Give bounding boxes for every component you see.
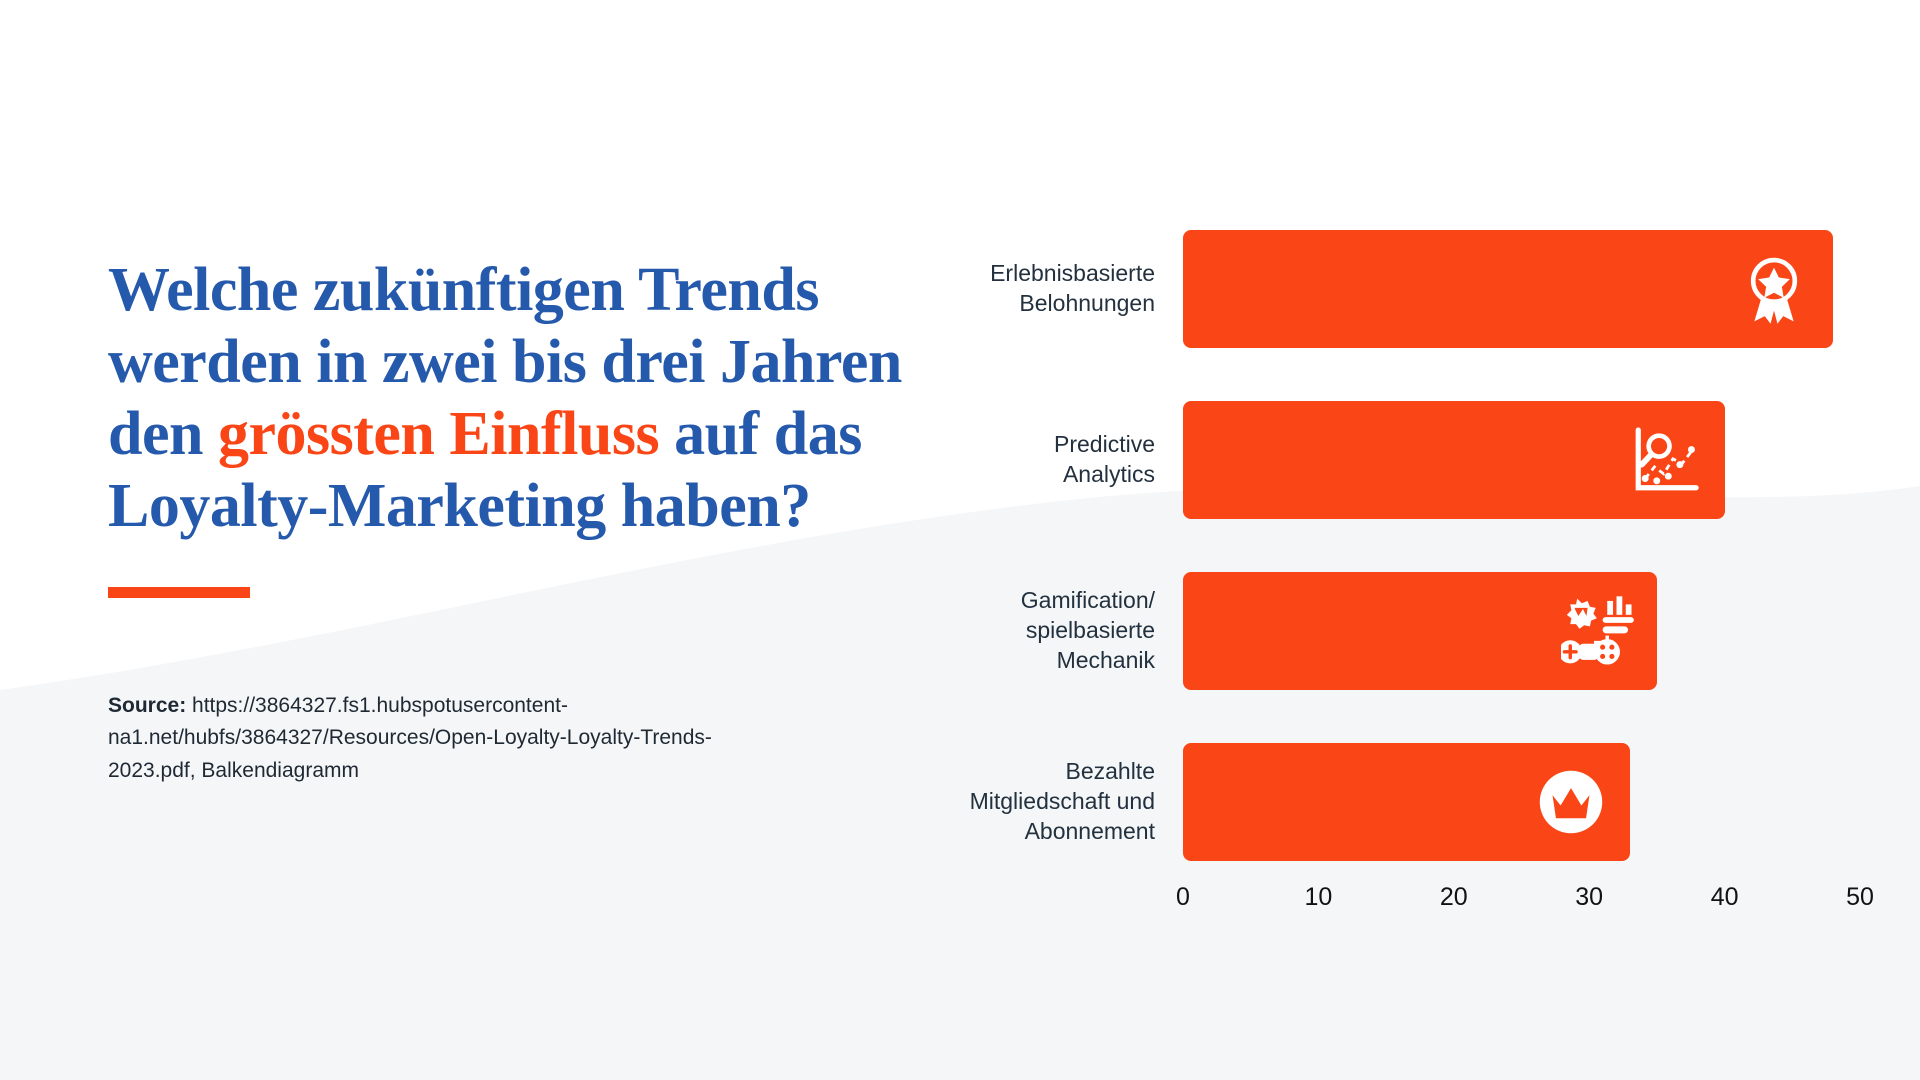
chart-row: Gamification/ spielbasierte Mechanik: [940, 572, 1860, 690]
accent-divider: [108, 586, 250, 598]
bar-chart: Erlebnisbasierte Belohnungen: [940, 230, 1874, 950]
x-tick-0: 0: [1176, 883, 1190, 911]
bar-track-2: [1183, 572, 1860, 690]
bar-track-1: [1183, 401, 1860, 519]
x-tick-1: 10: [1304, 883, 1333, 911]
x-tick-5: 50: [1846, 883, 1874, 911]
source-url: https://3864327.fs1.hubspotusercontent-n…: [108, 693, 712, 782]
category-label-0: Erlebnisbasierte Belohnungen: [990, 260, 1155, 316]
headline-part-1: Welche zukünftigen Trends werden in zwei…: [108, 256, 902, 468]
bar-track-3: [1183, 743, 1860, 861]
analytics-chart-magnifier-icon: [1629, 423, 1703, 497]
award-badge-icon: [1737, 252, 1811, 326]
source-note: Source: https://3864327.fs1.hubspotuserc…: [108, 690, 748, 788]
chart-row: Erlebnisbasierte Belohnungen: [940, 230, 1860, 348]
bar-rows: Erlebnisbasierte Belohnungen: [940, 230, 1860, 861]
x-tick-3: 30: [1575, 883, 1604, 911]
headline-accent: grössten Einfluss: [217, 399, 660, 468]
gamification-gamepad-icon: [1560, 594, 1635, 668]
chart-row: Bezahlte Mitgliedschaft und Abonnement: [940, 743, 1860, 861]
bar-2[interactable]: [1183, 572, 1657, 690]
source-label: Source:: [108, 693, 187, 717]
x-tick-4: 40: [1710, 883, 1739, 911]
page-title: Welche zukünftigen Trends werden in zwei…: [108, 255, 908, 543]
x-tick-2: 20: [1439, 883, 1468, 911]
chart-row: Predictive Analytics: [940, 401, 1860, 519]
bar-0[interactable]: [1183, 230, 1833, 348]
category-label-1: Predictive Analytics: [1054, 431, 1155, 487]
crown-circle-icon: [1534, 765, 1608, 839]
category-label-3: Bezahlte Mitgliedschaft und Abonnement: [969, 758, 1155, 844]
bar-track-0: [1183, 230, 1860, 348]
bar-3[interactable]: [1183, 743, 1630, 861]
x-axis: 0 10 20 30 40 50: [1176, 883, 1874, 929]
bar-1[interactable]: [1183, 401, 1725, 519]
category-label-2: Gamification/ spielbasierte Mechanik: [1020, 587, 1155, 673]
left-column: Welche zukünftigen Trends werden in zwei…: [108, 255, 908, 787]
